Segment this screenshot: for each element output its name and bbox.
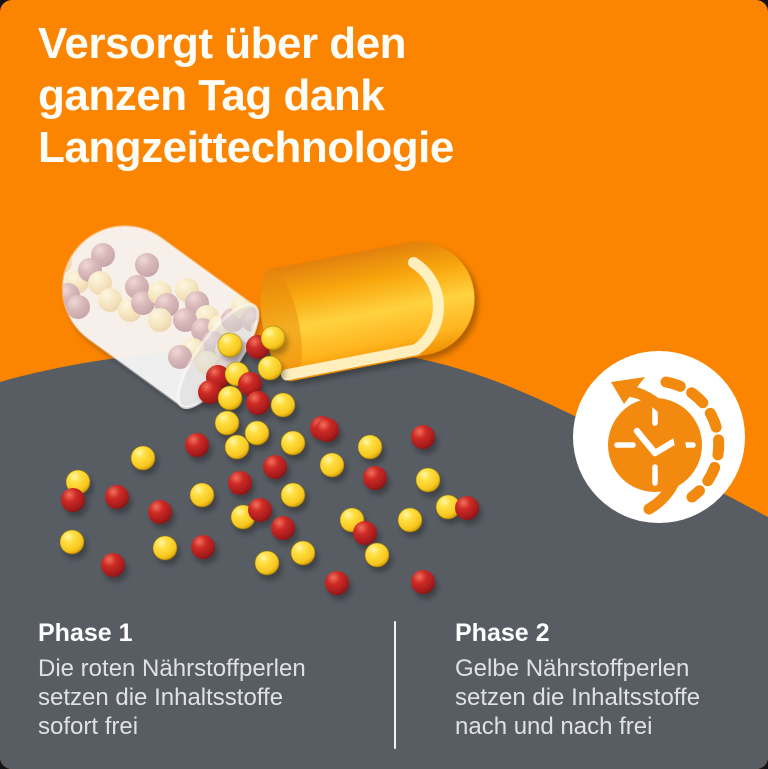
red-bead <box>271 516 295 540</box>
yellow-bead <box>260 325 286 351</box>
yellow-bead <box>257 355 283 381</box>
red-bead <box>353 521 377 545</box>
phase-2-title: Phase 2 <box>455 619 550 647</box>
red-bead <box>238 372 262 396</box>
yellow-bead <box>217 332 243 358</box>
red-bead <box>228 471 252 495</box>
phase-1-description: Die roten Nährstoffperlen setzen die Inh… <box>38 655 306 740</box>
headline: Versorgt über den ganzen Tag dank Langze… <box>38 19 454 172</box>
yellow-bead <box>224 434 250 460</box>
red-bead <box>173 308 197 332</box>
red-bead <box>325 571 349 595</box>
red-bead <box>263 455 287 479</box>
red-bead <box>411 425 435 449</box>
red-bead <box>148 500 172 524</box>
yellow-bead <box>244 420 270 446</box>
red-bead <box>61 488 85 512</box>
yellow-bead <box>189 482 215 508</box>
red-bead <box>66 295 90 319</box>
yellow-bead <box>254 550 280 576</box>
red-bead <box>315 418 339 442</box>
red-bead <box>198 380 222 404</box>
yellow-bead <box>130 445 156 471</box>
yellow-bead <box>364 542 390 568</box>
yellow-bead <box>415 467 441 493</box>
yellow-bead <box>217 385 243 411</box>
phase-1-block: Phase 1 Die roten Nährstoffperlen setzen… <box>38 619 368 741</box>
red-bead <box>411 570 435 594</box>
red-bead <box>101 553 125 577</box>
capsule-cap-half <box>260 241 475 382</box>
rotation-arrow-arc <box>617 384 687 515</box>
yellow-bead <box>59 529 85 555</box>
red-bead <box>363 466 387 490</box>
yellow-bead <box>290 540 316 566</box>
rotation-arrow-head <box>611 377 645 404</box>
time-release-clock-icon <box>573 351 745 523</box>
red-bead <box>246 391 270 415</box>
yellow-bead <box>357 434 383 460</box>
red-bead <box>105 485 129 509</box>
red-bead <box>168 345 192 369</box>
phase-1-title: Phase 1 <box>38 619 133 647</box>
capsule-glass-front <box>61 225 260 410</box>
clock-hands <box>633 427 679 457</box>
phase-2-description: Gelbe Nährstoffperlen setzen die Inhalts… <box>455 655 701 740</box>
red-bead <box>248 498 272 522</box>
red-bead <box>135 253 159 277</box>
phase-2-block: Phase 2 Gelbe Nährstoffperlen setzen die… <box>455 619 745 741</box>
yellow-bead <box>280 482 306 508</box>
red-bead <box>455 496 479 520</box>
yellow-bead <box>397 507 423 533</box>
phases-section: Phase 1 Die roten Nährstoffperlen setzen… <box>0 619 768 769</box>
yellow-bead <box>270 392 296 418</box>
yellow-bead <box>148 308 172 332</box>
red-bead <box>191 535 215 559</box>
yellow-bead <box>98 288 122 312</box>
phase-divider <box>394 621 396 749</box>
yellow-bead <box>152 535 178 561</box>
red-bead <box>185 433 209 457</box>
yellow-bead <box>214 410 240 436</box>
yellow-bead <box>280 430 306 456</box>
yellow-bead <box>319 452 345 478</box>
spilled-beads <box>59 325 479 595</box>
dashed-time-arc <box>660 376 725 503</box>
